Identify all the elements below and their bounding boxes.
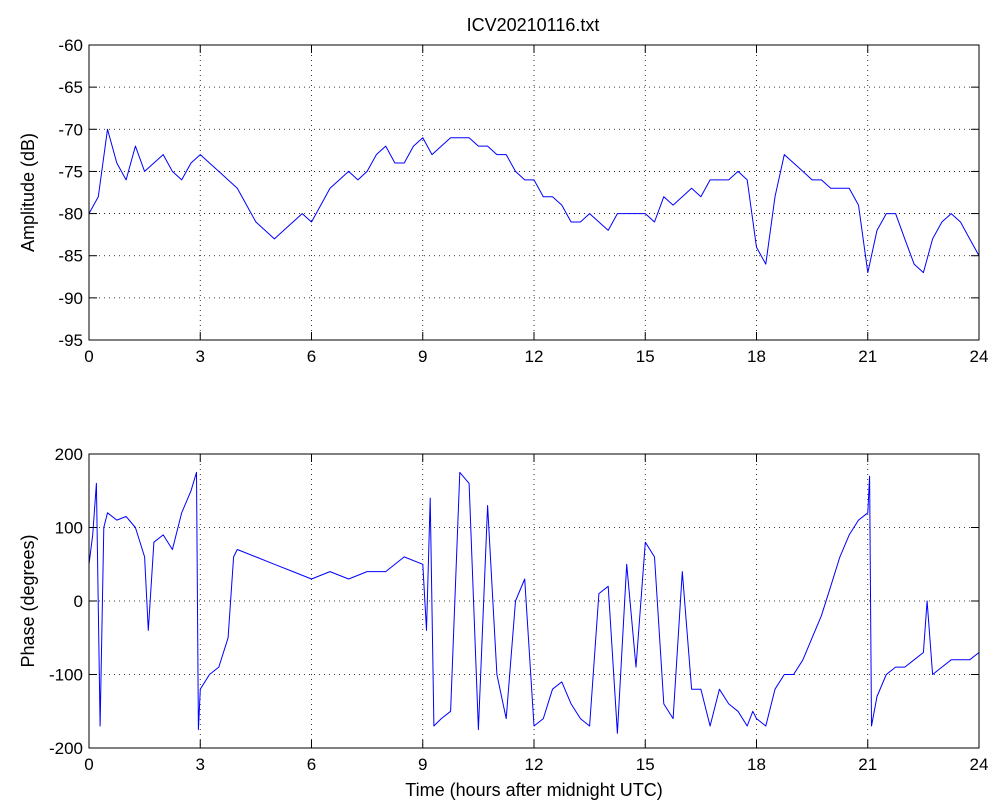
y-tick-label: -90 <box>58 289 83 308</box>
y-tick-label: -75 <box>58 162 83 181</box>
x-tick-label: 18 <box>747 347 766 366</box>
x-tick-label: 0 <box>84 347 93 366</box>
y-tick-label: -60 <box>58 36 83 55</box>
figure-title: ICV20210116.txt <box>467 15 600 35</box>
y-axis-label: Phase (degrees) <box>18 534 38 667</box>
x-tick-label: 3 <box>196 755 205 774</box>
x-axis-label: Time (hours after midnight UTC) <box>405 780 662 800</box>
y-tick-label: -95 <box>58 331 83 350</box>
x-tick-label: 6 <box>307 347 316 366</box>
phase-plot: 0 3 6 9 12 15 18 21 24 -200 -100 0 100 200 Phase (degr… <box>18 445 988 800</box>
x-tick-label: 15 <box>636 347 655 366</box>
x-tick-label: 24 <box>970 347 989 366</box>
y-tick-label: -85 <box>58 247 83 266</box>
x-tick-label: 15 <box>636 755 655 774</box>
y-tick-label: 200 <box>55 445 83 464</box>
x-tick-label: 0 <box>84 755 93 774</box>
x-tick-label: 6 <box>307 755 316 774</box>
y-tick-label: -100 <box>49 666 83 685</box>
x-tick-label: 12 <box>525 347 544 366</box>
x-tick-label: 9 <box>418 347 427 366</box>
x-tick-label: 18 <box>747 755 766 774</box>
x-tick-label: 12 <box>525 755 544 774</box>
series-line-0 <box>88 128 980 274</box>
y-tick-label: 100 <box>55 519 83 538</box>
y-tick-label: -65 <box>58 78 83 97</box>
y-axis-label: Amplitude (dB) <box>18 133 38 252</box>
x-tick-label: 24 <box>970 755 989 774</box>
x-tick-label: 21 <box>858 755 877 774</box>
amplitude-plot: 0 3 6 9 12 15 18 21 24 -95 -90 -85 -80 -75 -70 -65 -60 Am… <box>18 36 988 366</box>
y-tick-label: -80 <box>58 205 83 224</box>
x-tick-label: 9 <box>418 755 427 774</box>
x-tick-label: 21 <box>858 347 877 366</box>
y-tick-label: 0 <box>74 592 83 611</box>
series-line-0 <box>88 471 980 734</box>
x-tick-label: 3 <box>196 347 205 366</box>
y-tick-label: -200 <box>49 739 83 758</box>
y-tick-label: -70 <box>58 120 83 139</box>
